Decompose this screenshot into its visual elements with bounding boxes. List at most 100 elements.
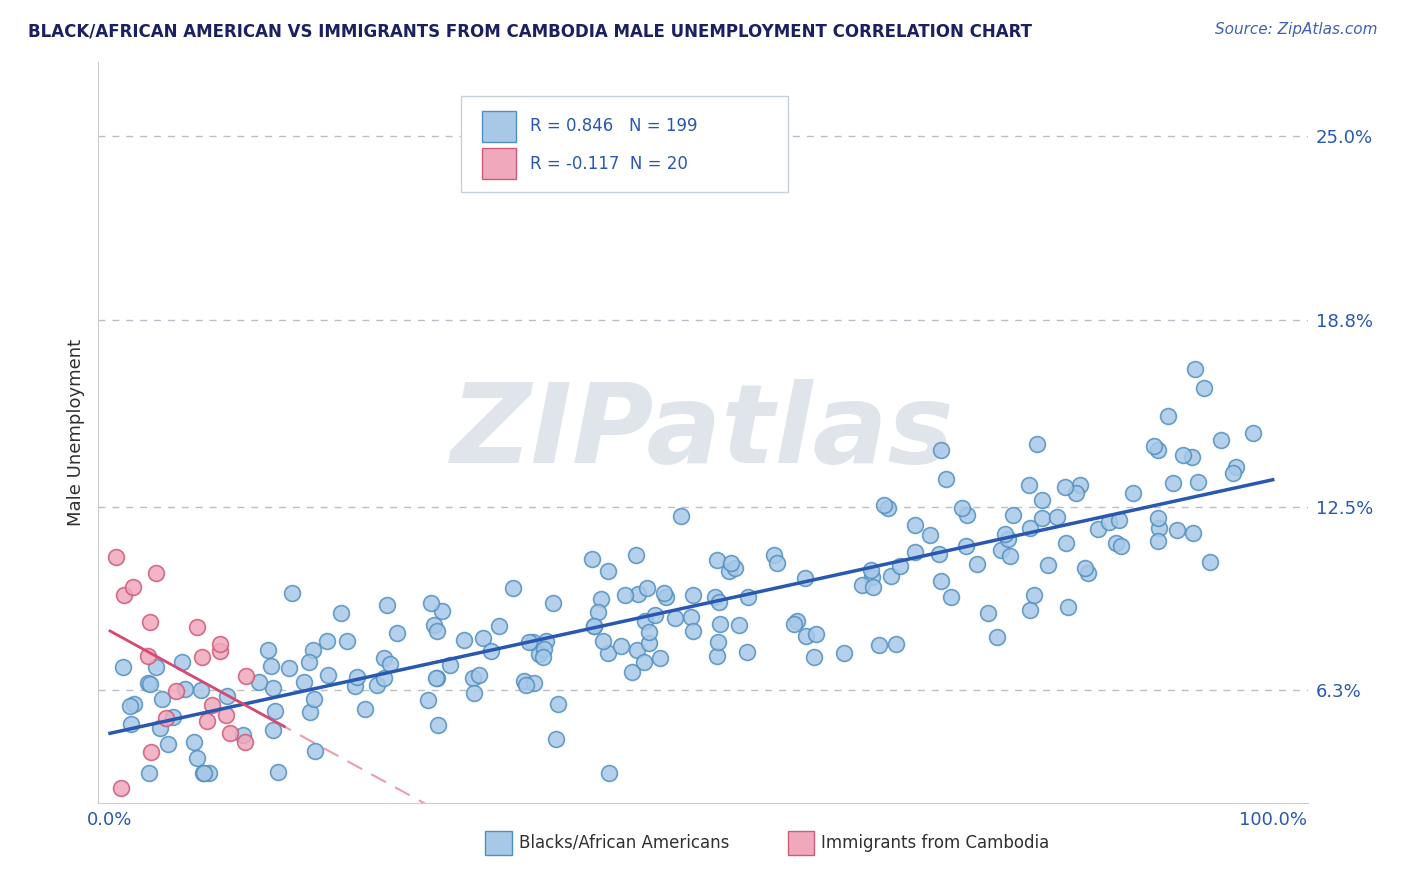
Point xyxy=(707,635,730,649)
Point xyxy=(122,697,145,711)
Point xyxy=(1157,409,1180,424)
Point xyxy=(186,620,208,634)
Point xyxy=(834,646,856,660)
Point xyxy=(139,615,162,629)
Point xyxy=(215,689,238,703)
Point xyxy=(918,528,941,542)
Point xyxy=(1109,540,1132,554)
Point xyxy=(262,723,284,737)
Point xyxy=(479,643,502,657)
Point xyxy=(235,669,257,683)
Point xyxy=(193,766,215,780)
Point xyxy=(195,714,218,728)
Point xyxy=(139,746,162,760)
Point xyxy=(432,604,454,618)
Point xyxy=(1166,523,1188,537)
Point xyxy=(344,679,367,693)
Point xyxy=(281,585,304,599)
Point xyxy=(197,766,219,780)
Point xyxy=(1241,425,1264,440)
FancyBboxPatch shape xyxy=(461,95,787,192)
Point xyxy=(633,655,655,669)
Point xyxy=(581,551,603,566)
Point xyxy=(941,591,963,605)
Point xyxy=(373,651,395,665)
Point xyxy=(613,588,636,602)
Point xyxy=(118,698,141,713)
Bar xyxy=(482,111,516,142)
Point xyxy=(638,636,661,650)
Point xyxy=(636,581,658,595)
Point xyxy=(215,707,238,722)
Point xyxy=(1161,475,1184,490)
Point xyxy=(859,563,882,577)
Point xyxy=(531,649,554,664)
Point xyxy=(904,545,927,559)
Point xyxy=(191,766,214,780)
Point xyxy=(1001,508,1024,522)
Point xyxy=(1018,478,1040,492)
Point xyxy=(150,691,173,706)
Point xyxy=(208,637,231,651)
Point xyxy=(783,617,806,632)
Point xyxy=(515,678,537,692)
Point xyxy=(174,681,197,696)
Point xyxy=(353,702,375,716)
Point xyxy=(166,684,188,698)
Point xyxy=(877,500,900,515)
Point xyxy=(145,566,167,580)
Point xyxy=(256,643,278,657)
Point xyxy=(717,564,740,578)
Point xyxy=(533,642,555,657)
Bar xyxy=(482,148,516,179)
Point xyxy=(884,637,907,651)
Point xyxy=(1036,558,1059,572)
Point xyxy=(977,606,1000,620)
Point xyxy=(1187,475,1209,490)
Point xyxy=(904,517,927,532)
Point xyxy=(190,650,212,665)
Point xyxy=(385,626,408,640)
Point xyxy=(596,646,619,660)
Point xyxy=(1149,521,1171,535)
Point xyxy=(183,735,205,749)
Point xyxy=(544,732,567,747)
Point xyxy=(534,633,557,648)
Point xyxy=(266,765,288,780)
Point xyxy=(208,644,231,658)
Point xyxy=(955,539,977,553)
Point xyxy=(547,698,569,712)
Point xyxy=(439,657,461,672)
Point xyxy=(298,655,321,669)
Point xyxy=(468,668,491,682)
Point xyxy=(463,686,485,700)
Point xyxy=(162,709,184,723)
Point xyxy=(621,665,644,680)
Point xyxy=(1031,493,1053,508)
Point xyxy=(997,532,1019,546)
Point xyxy=(1122,486,1144,500)
Point xyxy=(373,671,395,685)
Point xyxy=(1222,467,1244,481)
Point xyxy=(598,564,620,578)
Point xyxy=(1026,437,1049,451)
Point xyxy=(583,619,606,633)
Point xyxy=(120,717,142,731)
Point xyxy=(1211,433,1233,447)
Point xyxy=(104,549,127,564)
Point xyxy=(139,677,162,691)
Point xyxy=(541,596,564,610)
Point xyxy=(156,737,179,751)
Point xyxy=(513,674,536,689)
Point xyxy=(278,660,301,674)
Point xyxy=(316,634,339,648)
Point xyxy=(1181,450,1204,465)
Point xyxy=(1182,525,1205,540)
Point xyxy=(190,683,212,698)
Point xyxy=(420,597,443,611)
Point xyxy=(1105,536,1128,550)
Point xyxy=(624,548,647,562)
Text: R = 0.846   N = 199: R = 0.846 N = 199 xyxy=(530,117,697,135)
Point xyxy=(502,581,524,595)
Point xyxy=(1054,480,1077,494)
